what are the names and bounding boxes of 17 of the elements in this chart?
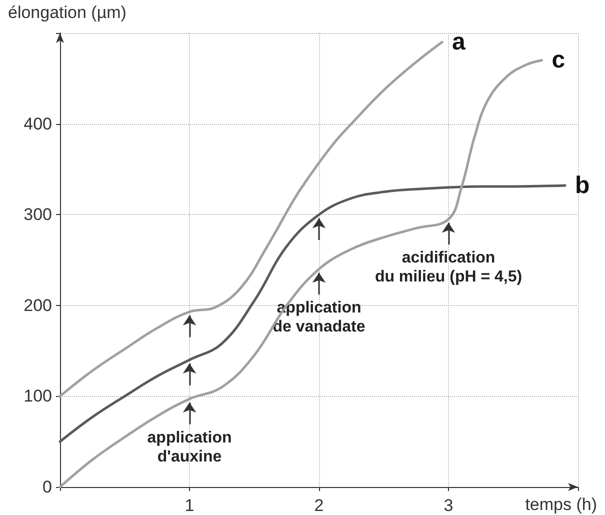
line-series — [58, 58, 543, 488]
annotation: application de vanadate — [272, 300, 366, 336]
x-tick-label: 2 — [314, 496, 324, 515]
series-label: c — [552, 46, 566, 74]
y-tick-label: 400 — [24, 114, 52, 134]
y-tick-label: 200 — [24, 296, 52, 315]
y-axis-title: élongation (µm) — [8, 3, 126, 22]
x-tick-label: 1 — [184, 496, 194, 515]
x-tick-label: 3 — [444, 496, 454, 515]
series-label: a — [452, 28, 466, 56]
y-tick-label: 100 — [24, 386, 52, 406]
series-label: b — [575, 172, 590, 200]
annotation: acidification du milieu (pH = 4,5) — [374, 250, 522, 286]
annotation: application d'auxine — [147, 429, 232, 466]
x-axis-title: temps (h) — [525, 495, 598, 514]
y-tick-label: 300 — [24, 205, 52, 224]
y-tick-label: 0 — [42, 478, 52, 496]
